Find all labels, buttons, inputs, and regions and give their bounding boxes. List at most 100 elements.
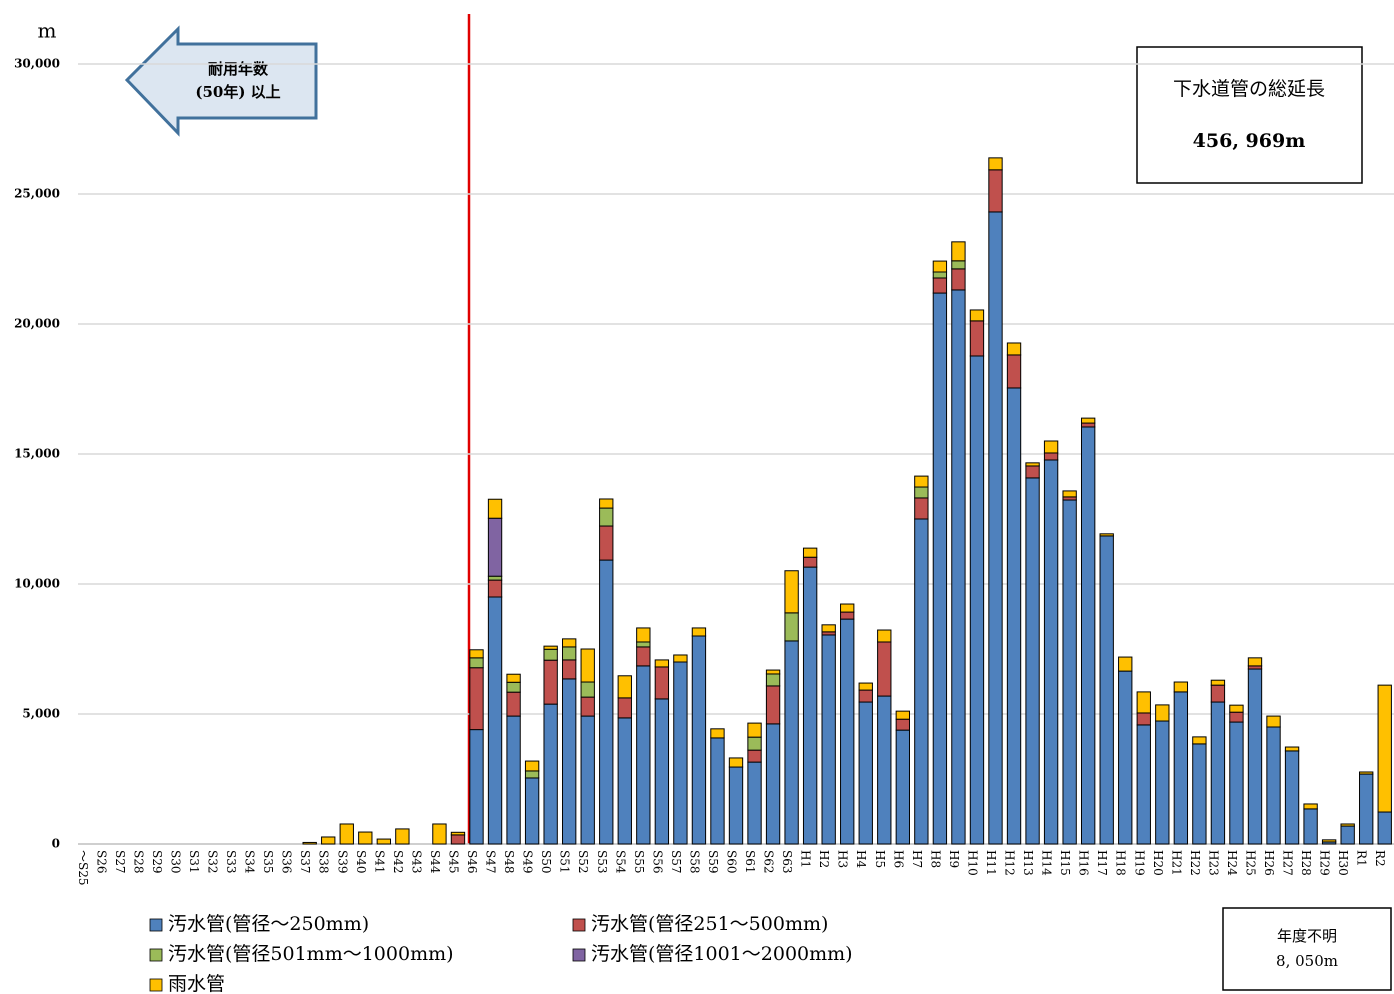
- bar-segment: [1043, 440, 1059, 454]
- bar-segment: [932, 260, 948, 273]
- bar-segment: [599, 507, 614, 527]
- bar-segment: [1321, 839, 1337, 843]
- bar-segment: [1099, 533, 1114, 537]
- bar-segment: [636, 627, 651, 643]
- x-tick-label: H11: [984, 850, 998, 876]
- bar-segment: [599, 525, 614, 561]
- bar-segment: [321, 836, 336, 845]
- bar-segment: [821, 624, 836, 633]
- bar-segment: [710, 728, 725, 739]
- bar-segment: [691, 635, 707, 845]
- bar-segment: [1266, 726, 1281, 845]
- bar-segment: [580, 681, 595, 698]
- x-tick-label: S53: [595, 850, 609, 874]
- bar-segment: [802, 547, 818, 558]
- bar-segment: [1136, 712, 1151, 726]
- bar-segment: [747, 761, 762, 845]
- bar-segment: [506, 691, 521, 717]
- x-tick-label: H14: [1040, 850, 1054, 876]
- bar-segment: [302, 841, 317, 845]
- bar-segment: [506, 673, 521, 683]
- x-tick-label: S33: [224, 850, 238, 874]
- bar-segment: [1229, 704, 1244, 713]
- bar-segment: [487, 596, 503, 845]
- bar-segment: [617, 717, 632, 845]
- x-tick-label: S39: [335, 850, 349, 874]
- x-tick-label: H6: [891, 850, 905, 868]
- bar-segment: [1006, 342, 1022, 356]
- y-tick-label: 10,000: [14, 577, 60, 591]
- legend-label: 汚水管(管径501mm～1000mm): [168, 943, 454, 965]
- bar-segment: [395, 828, 410, 845]
- bar-segment: [1210, 701, 1226, 845]
- x-tick-label: S52: [576, 850, 590, 874]
- x-tick-label: H26: [1262, 850, 1276, 876]
- x-tick-label: S60: [725, 850, 739, 874]
- bar-segment: [691, 627, 707, 637]
- bar-segment: [1136, 691, 1151, 714]
- x-tick-label: S56: [650, 850, 664, 874]
- bar-segment: [1080, 417, 1096, 424]
- x-tick-label: R2: [1373, 850, 1387, 867]
- bar-segment: [747, 749, 762, 763]
- bar-segment: [951, 289, 966, 845]
- bar-segment: [376, 838, 392, 845]
- bar-segment: [951, 268, 966, 291]
- x-tick-label: S46: [465, 850, 479, 874]
- x-tick-label: S41: [372, 850, 386, 874]
- y-tick-label: 0: [52, 837, 60, 851]
- bar-segment: [469, 667, 484, 731]
- bar-segment: [821, 634, 836, 845]
- bar-segment: [487, 498, 503, 519]
- bar-segment: [617, 697, 632, 719]
- y-unit: m: [38, 19, 57, 43]
- x-tick-label: H10: [965, 850, 979, 876]
- bar-segment: [543, 703, 558, 845]
- x-tick-label: S38: [317, 850, 331, 874]
- bar-segment: [877, 695, 892, 845]
- bar-segment: [562, 659, 577, 680]
- x-tick-label: H7: [910, 850, 924, 868]
- bar-segment: [1006, 387, 1022, 845]
- bar-segment: [1192, 736, 1207, 745]
- x-tick-label: S27: [113, 850, 127, 874]
- bar-segment: [969, 355, 985, 845]
- bar-segment: [765, 669, 781, 675]
- bar-segment: [895, 729, 910, 845]
- bar-segment: [450, 831, 466, 836]
- x-tick-label: H27: [1281, 850, 1295, 876]
- bar-segment: [765, 723, 781, 845]
- bar-segment: [469, 649, 484, 659]
- bar-segment: [914, 486, 929, 499]
- bar-segment: [543, 659, 558, 705]
- bar-segment: [580, 696, 595, 717]
- x-tick-label: S35: [261, 850, 275, 874]
- legend-swatch: [149, 948, 163, 962]
- bar-segment: [858, 689, 873, 703]
- bar-segment: [802, 556, 818, 568]
- x-tick-label: S59: [706, 850, 720, 874]
- bar-segment: [599, 498, 614, 509]
- bar-segment: [1173, 681, 1189, 693]
- x-tick-label: S42: [391, 850, 405, 874]
- x-tick-label: H17: [1095, 850, 1109, 876]
- x-tick-label: S55: [632, 850, 646, 874]
- bar-segment: [1155, 704, 1170, 722]
- bar-segment: [747, 736, 762, 751]
- unknown-label: 年度不明: [1277, 927, 1337, 945]
- x-tick-label: H15: [1058, 850, 1072, 876]
- bar-segment: [543, 648, 558, 661]
- bar-segment: [802, 566, 818, 845]
- bar-segment: [636, 665, 651, 845]
- bar-segment: [765, 685, 781, 725]
- x-tick-label: H18: [1114, 850, 1128, 876]
- bar-segment: [1155, 720, 1170, 845]
- x-tick-label: S29: [150, 850, 164, 874]
- bar-segment: [784, 570, 799, 614]
- bar-segment: [562, 678, 577, 845]
- bar-segment: [1118, 656, 1133, 672]
- x-tick-label: S43: [409, 850, 423, 874]
- x-tick-label: H9: [947, 850, 961, 868]
- x-tick-label: S45: [446, 850, 460, 874]
- bar-segment: [1247, 668, 1263, 845]
